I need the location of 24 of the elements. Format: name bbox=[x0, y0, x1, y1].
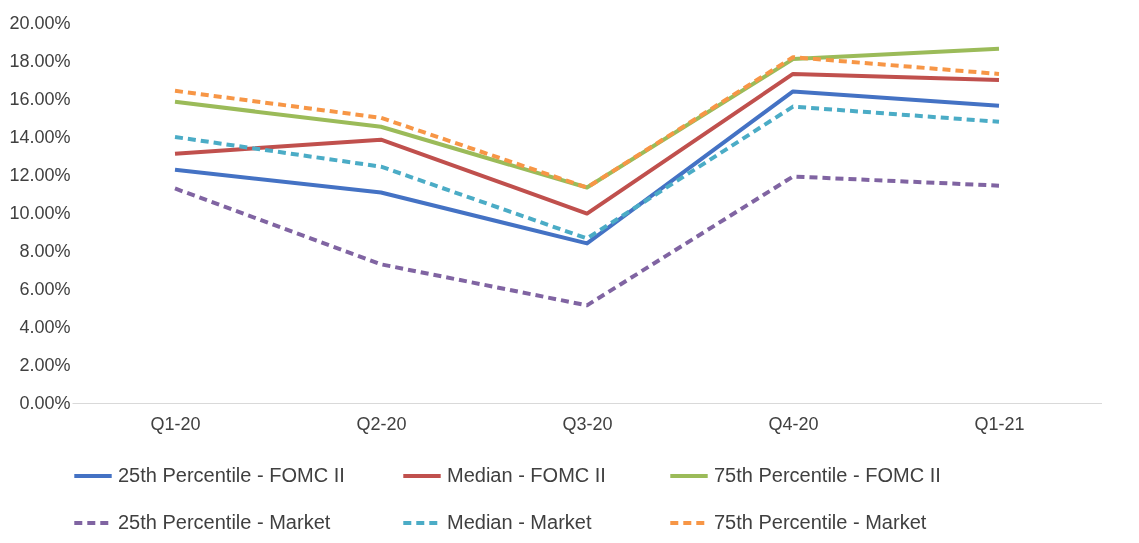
y-tick-label: 16.00% bbox=[9, 88, 71, 109]
y-tick-label: 20.00% bbox=[9, 12, 71, 33]
legend-label: 25th Percentile - Market bbox=[118, 511, 331, 533]
y-tick-label: 12.00% bbox=[9, 164, 71, 185]
y-tick-label: 18.00% bbox=[9, 50, 71, 71]
x-tick-label: Q1-21 bbox=[974, 413, 1025, 434]
x-tick-label: Q2-20 bbox=[356, 413, 407, 434]
x-tick-label: Q1-20 bbox=[150, 413, 201, 434]
x-tick-label: Q4-20 bbox=[768, 413, 819, 434]
legend-label: Median - FOMC II bbox=[447, 464, 606, 486]
legend-label: 25th Percentile - FOMC II bbox=[118, 464, 345, 486]
y-tick-label: 4.00% bbox=[19, 316, 71, 337]
x-tick-label: Q3-20 bbox=[562, 413, 613, 434]
line-series bbox=[173, 174, 1001, 308]
y-tick-label: 6.00% bbox=[19, 278, 71, 299]
line-series bbox=[173, 71, 1001, 216]
y-tick-label: 8.00% bbox=[19, 240, 71, 261]
y-tick-label: 14.00% bbox=[9, 126, 71, 147]
y-tick-label: 2.00% bbox=[19, 354, 71, 375]
y-tick-label: 0.00% bbox=[19, 392, 71, 413]
legend-label: 75th Percentile - Market bbox=[714, 511, 927, 533]
legend-label: Median - Market bbox=[447, 511, 592, 533]
legend-label: 75th Percentile - FOMC II bbox=[714, 464, 941, 486]
y-tick-label: 10.00% bbox=[9, 202, 71, 223]
